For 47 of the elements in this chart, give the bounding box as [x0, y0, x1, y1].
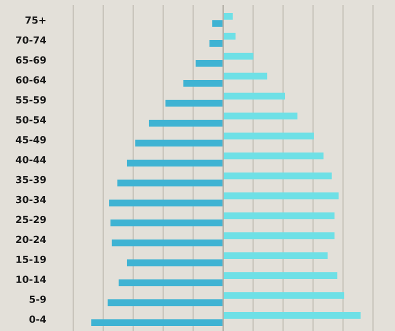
y-tick-label: 0-4 — [29, 316, 46, 323]
bar — [223, 92, 286, 100]
bar — [109, 200, 224, 206]
bar — [223, 152, 324, 160]
bar — [223, 292, 344, 299]
bar — [223, 312, 361, 319]
bar — [126, 160, 224, 166]
bar — [223, 192, 339, 200]
bar — [118, 279, 224, 286]
bar — [223, 212, 335, 220]
y-tick-label: 5-9 — [30, 296, 46, 303]
bar — [223, 12, 233, 20]
bar — [91, 319, 224, 326]
y-tick-label: 10-14 — [16, 276, 46, 283]
bar — [112, 239, 224, 246]
y-tick-label: 55-59 — [16, 96, 46, 104]
bar — [183, 80, 224, 87]
y-tick-label: 15-19 — [16, 256, 46, 264]
bar — [223, 132, 314, 140]
bar — [223, 252, 328, 260]
bar — [148, 120, 224, 127]
bar — [126, 259, 224, 266]
y-tick-label: 45-49 — [16, 136, 46, 144]
bar — [212, 20, 224, 27]
bar — [223, 52, 254, 60]
bar — [223, 72, 268, 80]
y-tick-label: 60-64 — [16, 76, 46, 84]
y-tick-label: 35-39 — [16, 176, 46, 184]
y-tick-label: 65-69 — [16, 56, 46, 64]
bar — [135, 140, 224, 147]
bar — [110, 220, 224, 226]
y-tick-label: 25-29 — [16, 216, 46, 224]
bar — [209, 40, 224, 47]
bar — [108, 299, 224, 306]
bar — [196, 60, 224, 67]
bar — [223, 232, 335, 240]
bar — [223, 272, 338, 279]
bar — [117, 180, 224, 186]
y-tick-label: 30-34 — [16, 196, 46, 204]
y-tick-label: 50-54 — [16, 116, 46, 124]
y-tick-label: 75+ — [25, 16, 46, 24]
y-tick-label: 40-44 — [16, 156, 46, 164]
bar — [223, 112, 298, 120]
bar — [223, 172, 332, 180]
y-tick-label: 70-74 — [16, 36, 46, 44]
y-tick-label: 20-24 — [16, 236, 46, 244]
bar — [165, 100, 224, 107]
